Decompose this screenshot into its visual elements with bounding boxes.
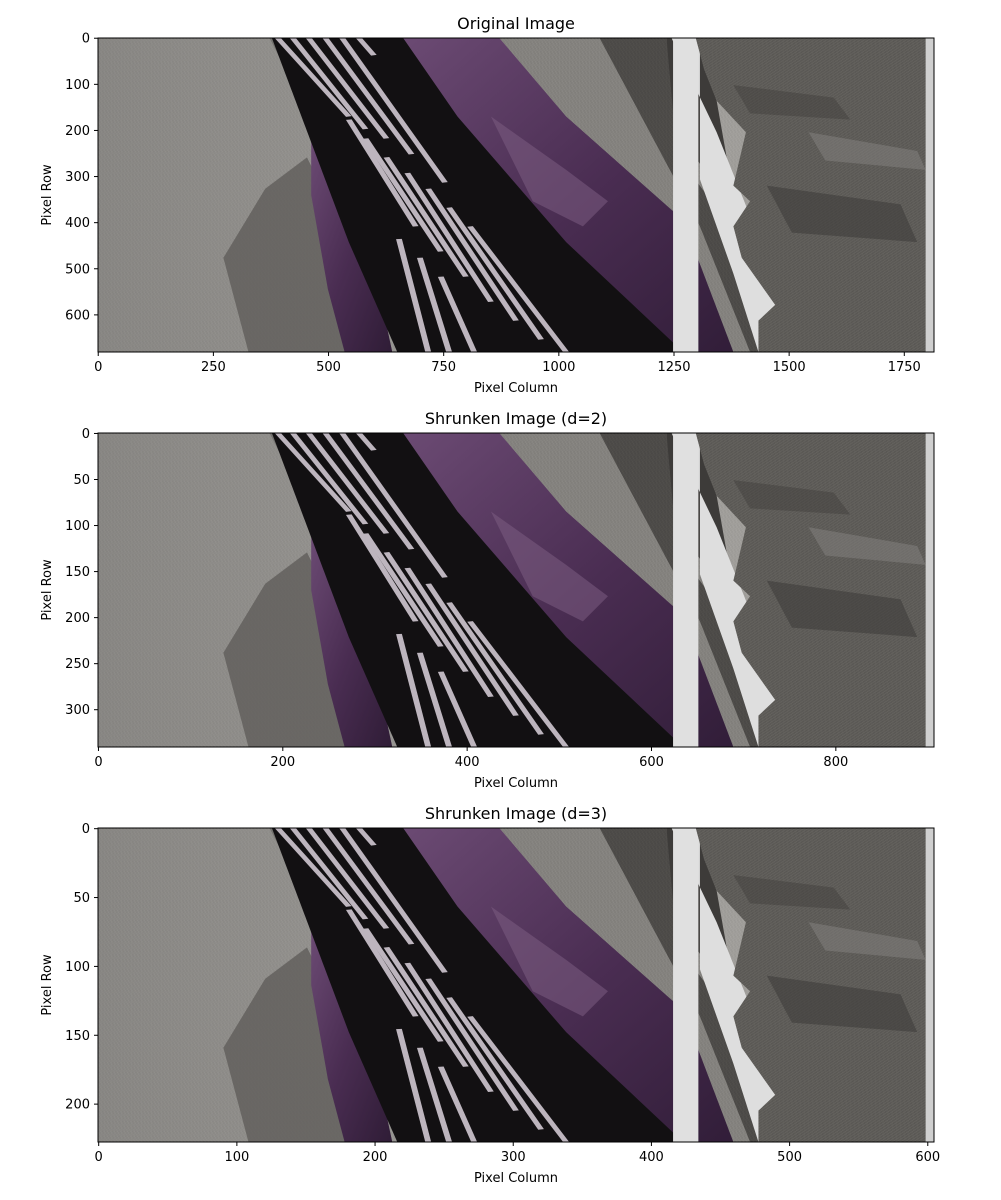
x-axis-label-d2: Pixel Column xyxy=(474,776,558,791)
x-tick-label: 600 xyxy=(915,1150,940,1165)
x-tick-label: 800 xyxy=(823,755,848,770)
y-tick-label: 0 xyxy=(82,822,90,837)
x-tick-label: 1250 xyxy=(657,360,690,375)
x-tick-label: 200 xyxy=(363,1150,388,1165)
x-tick-label: 400 xyxy=(455,755,480,770)
y-axis-label-original: Pixel Row xyxy=(40,164,55,226)
x-tick-label: 500 xyxy=(777,1150,802,1165)
y-tick-label: 0 xyxy=(82,427,90,442)
x-tick-label: 100 xyxy=(224,1150,249,1165)
y-tick-label: 500 xyxy=(65,262,90,277)
y-tick-label: 600 xyxy=(65,308,90,323)
plot-frame-d3 xyxy=(97,827,935,1143)
original-image xyxy=(98,38,934,352)
y-tick-label: 300 xyxy=(65,703,90,718)
y-tick-label: 150 xyxy=(65,1029,90,1044)
y-tick-label: 400 xyxy=(65,216,90,231)
plot-frame-original xyxy=(97,37,935,353)
shrunken-image-d2 xyxy=(98,433,934,747)
shrunken-image-d3 xyxy=(98,828,934,1142)
chart-title-original: Original Image xyxy=(457,14,575,33)
y-tick-label: 100 xyxy=(65,519,90,534)
x-tick-label: 400 xyxy=(639,1150,664,1165)
x-tick-label: 250 xyxy=(201,360,226,375)
x-axis-label-original: Pixel Column xyxy=(474,381,558,396)
y-tick-label: 100 xyxy=(65,78,90,93)
ticks-d2: 0 200 400 600 800 0 50 100 150 200 250 300 xyxy=(65,427,848,770)
x-tick-label: 300 xyxy=(501,1150,526,1165)
y-tick-label: 200 xyxy=(65,611,90,626)
x-tick-label: 1500 xyxy=(773,360,806,375)
x-tick-label: 0 xyxy=(95,1150,103,1165)
plot-frame-d2 xyxy=(97,432,935,748)
chart-title-d2: Shrunken Image (d=2) xyxy=(425,409,607,428)
x-tick-label: 0 xyxy=(94,360,102,375)
x-tick-label: 500 xyxy=(316,360,341,375)
x-tick-label: 0 xyxy=(94,755,102,770)
panel-shrunken-d2: Shrunken Image (d=2) 0 200 400 600 800 0 50 100… xyxy=(40,409,935,791)
y-tick-label: 0 xyxy=(82,32,90,47)
ticks-original: 0 250 500 750 1000 1250 1500 1750 0 100 200 300 400 5… xyxy=(65,32,921,375)
panel-shrunken-d3: Shrunken Image (d=3) 0 100 200 300 400 500 600… xyxy=(40,804,940,1186)
y-axis-label-d2: Pixel Row xyxy=(40,559,55,621)
x-tick-label: 750 xyxy=(431,360,456,375)
y-tick-label: 300 xyxy=(65,170,90,185)
y-tick-label: 100 xyxy=(65,960,90,975)
y-tick-label: 50 xyxy=(73,891,90,906)
y-tick-label: 50 xyxy=(73,473,90,488)
x-tick-label: 600 xyxy=(639,755,664,770)
y-tick-label: 250 xyxy=(65,657,90,672)
x-tick-label: 200 xyxy=(270,755,295,770)
y-axis-label-d3: Pixel Row xyxy=(40,954,55,1016)
x-tick-label: 1750 xyxy=(888,360,921,375)
y-tick-label: 200 xyxy=(65,124,90,139)
x-axis-label-d3: Pixel Column xyxy=(474,1171,558,1186)
chart-title-d3: Shrunken Image (d=3) xyxy=(425,804,607,823)
y-tick-label: 150 xyxy=(65,565,90,580)
x-tick-label: 1000 xyxy=(542,360,575,375)
panel-original: Original Image 0 250 500 750 1000 1250 1500 175… xyxy=(40,14,935,396)
ticks-d3: 0 100 200 300 400 500 600 0 50 100 150 200 xyxy=(65,822,940,1165)
y-tick-label: 200 xyxy=(65,1098,90,1113)
